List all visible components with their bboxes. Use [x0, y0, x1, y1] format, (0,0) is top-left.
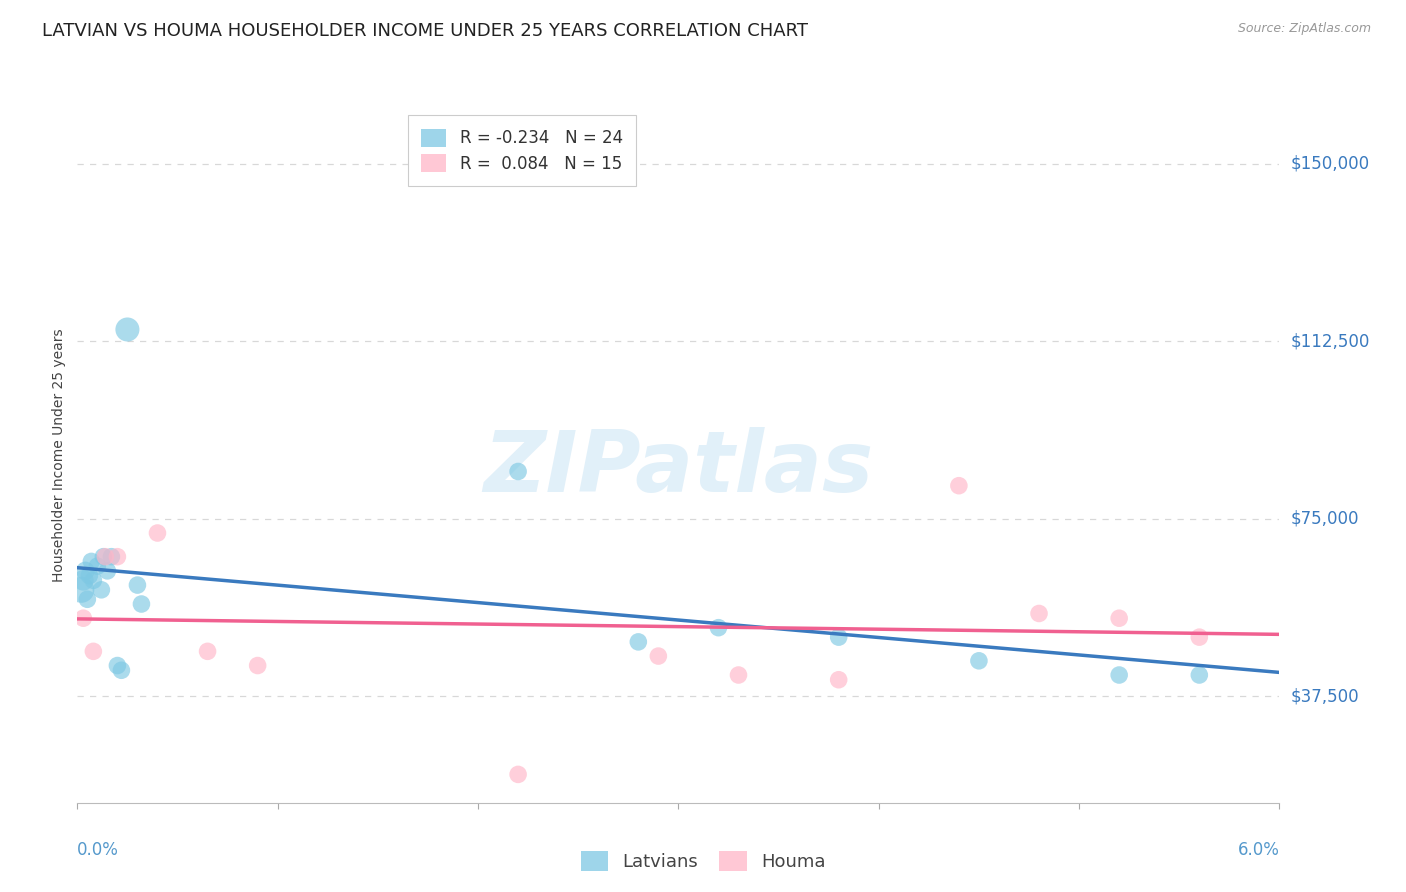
Text: 0.0%: 0.0%	[77, 840, 120, 859]
Point	[828, 673, 851, 687]
Text: Source: ZipAtlas.com: Source: ZipAtlas.com	[1237, 22, 1371, 36]
Point	[828, 630, 851, 644]
Point	[146, 526, 169, 541]
Point	[93, 549, 115, 564]
Point	[948, 478, 970, 492]
Point	[647, 649, 669, 664]
Point	[707, 621, 730, 635]
Y-axis label: Householder Income Under 25 years: Householder Income Under 25 years	[52, 328, 66, 582]
Point	[131, 597, 153, 611]
Point	[627, 635, 650, 649]
Text: $37,500: $37,500	[1291, 688, 1360, 706]
Point	[94, 549, 117, 564]
Point	[246, 658, 269, 673]
Point	[80, 554, 103, 568]
Text: $75,000: $75,000	[1291, 510, 1360, 528]
Legend: R = -0.234   N = 24, R =  0.084   N = 15: R = -0.234 N = 24, R = 0.084 N = 15	[408, 115, 636, 186]
Point	[197, 644, 219, 658]
Point	[96, 564, 118, 578]
Point	[127, 578, 149, 592]
Point	[110, 663, 132, 677]
Point	[72, 574, 94, 588]
Point	[86, 559, 108, 574]
Point	[1188, 630, 1211, 644]
Point	[1108, 611, 1130, 625]
Point	[107, 658, 129, 673]
Point	[117, 322, 139, 336]
Point	[107, 549, 129, 564]
Point	[79, 568, 101, 582]
Point	[72, 611, 94, 625]
Point	[967, 654, 990, 668]
Point	[82, 644, 104, 658]
Point	[508, 767, 530, 781]
Text: 6.0%: 6.0%	[1237, 840, 1279, 859]
Point	[76, 592, 98, 607]
Point	[75, 564, 97, 578]
Text: LATVIAN VS HOUMA HOUSEHOLDER INCOME UNDER 25 YEARS CORRELATION CHART: LATVIAN VS HOUMA HOUSEHOLDER INCOME UNDE…	[42, 22, 808, 40]
Legend: Latvians, Houma: Latvians, Houma	[574, 844, 832, 879]
Point	[82, 574, 104, 588]
Point	[90, 582, 112, 597]
Point	[508, 465, 530, 479]
Point	[100, 549, 122, 564]
Text: $112,500: $112,500	[1291, 333, 1369, 351]
Text: $150,000: $150,000	[1291, 155, 1369, 173]
Point	[1108, 668, 1130, 682]
Point	[727, 668, 749, 682]
Point	[1028, 607, 1050, 621]
Point	[1188, 668, 1211, 682]
Text: ZIPatlas: ZIPatlas	[484, 427, 873, 510]
Point	[70, 582, 93, 597]
